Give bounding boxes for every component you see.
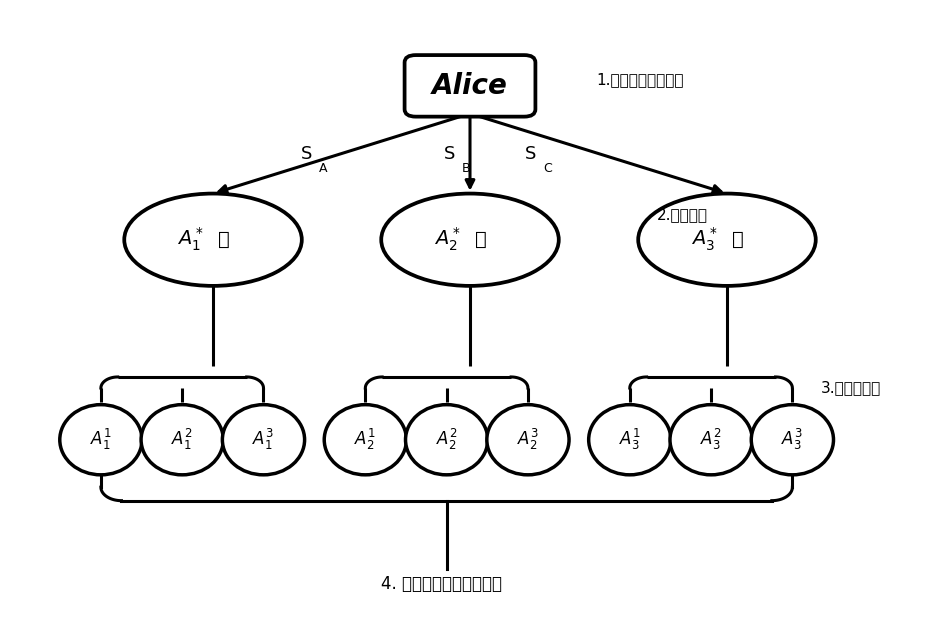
Text: Alice: Alice <box>432 72 508 100</box>
Text: $A_2^*$: $A_2^*$ <box>434 226 461 253</box>
Text: 集: 集 <box>475 230 486 249</box>
Ellipse shape <box>141 405 224 475</box>
Text: $A_1^*$: $A_1^*$ <box>177 226 204 253</box>
Text: 集: 集 <box>731 230 744 249</box>
Text: $A_1^3$: $A_1^3$ <box>253 427 274 452</box>
Ellipse shape <box>405 405 488 475</box>
Text: $A_2^3$: $A_2^3$ <box>517 427 539 452</box>
Text: 2.粒子分发: 2.粒子分发 <box>657 207 708 222</box>
Text: 1.量子态制备并扩展: 1.量子态制备并扩展 <box>596 72 683 87</box>
Text: $A_2^1$: $A_2^1$ <box>354 427 376 452</box>
Text: A: A <box>319 163 327 176</box>
Ellipse shape <box>751 405 834 475</box>
Ellipse shape <box>638 194 816 286</box>
Text: S: S <box>301 145 312 163</box>
Ellipse shape <box>124 194 302 286</box>
Ellipse shape <box>588 405 671 475</box>
Text: $A_3^3$: $A_3^3$ <box>781 427 804 452</box>
Text: $A_2^2$: $A_2^2$ <box>436 427 458 452</box>
Text: S: S <box>525 145 537 163</box>
Text: B: B <box>462 163 471 176</box>
Ellipse shape <box>324 405 406 475</box>
Text: 3.测量与编码: 3.测量与编码 <box>821 380 881 395</box>
Ellipse shape <box>382 194 558 286</box>
Text: $A_1^1$: $A_1^1$ <box>90 427 112 452</box>
Text: $A_3^*$: $A_3^*$ <box>691 226 717 253</box>
Ellipse shape <box>670 405 752 475</box>
Text: 集: 集 <box>218 230 229 249</box>
Ellipse shape <box>60 405 142 475</box>
Text: 4. 用户联合得到共享秘鑰: 4. 用户联合得到共享秘鑰 <box>382 576 503 594</box>
Text: C: C <box>543 163 552 176</box>
Ellipse shape <box>487 405 569 475</box>
Ellipse shape <box>223 405 305 475</box>
Text: $A_3^1$: $A_3^1$ <box>619 427 641 452</box>
Text: S: S <box>444 145 455 163</box>
FancyBboxPatch shape <box>404 55 536 117</box>
Text: $A_3^2$: $A_3^2$ <box>700 427 722 452</box>
Text: $A_1^2$: $A_1^2$ <box>171 427 193 452</box>
